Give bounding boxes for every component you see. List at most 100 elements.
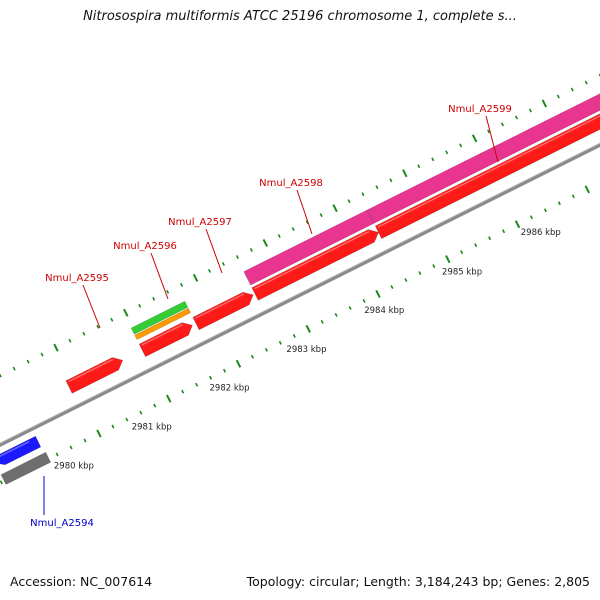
outer-tick	[192, 273, 199, 282]
inner-tick	[278, 340, 282, 345]
inner-tick	[223, 368, 227, 373]
scale-label: 2983 kbp	[286, 345, 326, 355]
inner-tick	[181, 389, 185, 394]
inner-tick	[320, 319, 324, 324]
outer-tick	[123, 308, 129, 317]
outer-tick	[332, 204, 338, 213]
gene-nmul-a2599-cds[interactable]	[374, 94, 600, 240]
gene-nmul-a2594-cds[interactable]	[0, 451, 52, 485]
backbone-line	[0, 143, 600, 447]
inner-tick	[69, 445, 73, 450]
gene-label-nmul-a2594[interactable]: Nmul_A2594	[30, 518, 94, 529]
accession-text: Accession: NC_007614	[10, 574, 153, 589]
label-leader	[82, 284, 101, 329]
inner-tick	[55, 452, 59, 457]
outer-tick	[262, 239, 268, 248]
inner-tick	[502, 229, 506, 234]
backbone	[0, 142, 600, 447]
outer-tick	[417, 164, 421, 169]
outer-tick	[402, 169, 408, 178]
gene-nmul-a2596-cds[interactable]	[138, 322, 193, 358]
inner-tick	[139, 410, 143, 415]
outer-tick	[26, 359, 30, 364]
gene-nmul-a2597-shine	[195, 293, 245, 319]
inner-tick	[153, 403, 157, 408]
outer-tick	[514, 115, 518, 120]
outer-tick	[487, 129, 491, 134]
gene-nmul-a2595-shine	[68, 358, 114, 383]
inner-tick	[529, 215, 534, 220]
label-leader	[485, 115, 499, 163]
gene-nmul-a2598-shine	[254, 230, 370, 290]
outer-tick	[471, 134, 478, 143]
gene-nmul-a2598[interactable]	[251, 229, 379, 301]
inner-tick	[96, 429, 102, 438]
outer-tick	[389, 178, 393, 183]
outer-tick	[584, 80, 588, 85]
label-leader	[150, 252, 169, 300]
outer-tick	[166, 289, 170, 294]
inner-tick	[390, 285, 394, 289]
outer-tick	[82, 331, 86, 336]
gene-nmul-a2597[interactable]	[192, 291, 254, 331]
scale-labels: 2980 kbp 2981 kbp 2982 kbp 2983 kbp 2984 kbp…	[54, 228, 561, 471]
outer-tick	[305, 220, 309, 225]
outer-tick	[96, 324, 100, 329]
outer-tick	[361, 192, 365, 197]
gene-nmul-a2599[interactable]	[366, 74, 600, 224]
outer-tick	[221, 261, 225, 266]
outer-tick	[528, 108, 532, 113]
inner-tick	[348, 305, 352, 310]
outer-tick	[12, 366, 16, 371]
inner-tick	[166, 394, 172, 403]
gene-nmul-a2596-cds-shine	[141, 323, 184, 346]
topology-summary: Topology: circular; Length: 3,184,243 bp…	[246, 574, 590, 589]
inner-tick	[209, 375, 213, 380]
gene-nmul-a2599-cds-shine	[377, 115, 600, 228]
label-leader	[205, 228, 223, 274]
outer-tick	[291, 227, 295, 232]
inner-tick	[460, 250, 464, 255]
gene-label-nmul-a2596[interactable]: Nmul_A2596	[113, 241, 177, 252]
inner-tick	[404, 278, 408, 283]
outer-tick	[541, 99, 548, 108]
gene-label-nmul-a2595[interactable]: Nmul_A2595	[45, 273, 109, 284]
gene-nmul-a2595[interactable]	[65, 357, 124, 394]
outer-tick	[53, 343, 59, 352]
scale-label: 2981 kbp	[132, 423, 172, 433]
gene-nmul-a2596-orange[interactable]	[134, 307, 192, 341]
gene-label-nmul-a2597[interactable]: Nmul_A2597	[168, 217, 232, 228]
gene-features[interactable]	[0, 74, 600, 485]
outer-tick	[277, 234, 281, 239]
inner-tick	[543, 208, 547, 213]
gene-nmul-a2594[interactable]	[0, 435, 42, 466]
inner-tick	[557, 201, 561, 206]
inner-tick	[418, 271, 422, 276]
gene-nmul-a2596[interactable]	[130, 300, 189, 335]
inner-tick	[250, 354, 254, 359]
outer-tick	[152, 296, 156, 301]
scale-label: 2984 kbp	[364, 306, 404, 316]
scale-label: 2980 kbp	[54, 461, 94, 471]
outer-tick	[110, 317, 114, 322]
gene-label-nmul-a2599[interactable]: Nmul_A2599	[448, 104, 512, 115]
inner-tick	[111, 424, 115, 429]
scale-label: 2982 kbp	[210, 384, 250, 394]
inner-tick	[445, 255, 451, 264]
scale-label: 2985 kbp	[442, 267, 482, 277]
outer-tick	[319, 213, 323, 218]
inner-tick	[292, 333, 296, 338]
inner-tick	[362, 299, 366, 303]
map-title: Nitrosospira multiformis ATCC 25196 chro…	[83, 9, 517, 24]
inner-tick	[584, 185, 590, 194]
outer-tick	[556, 94, 560, 99]
outer-tick	[0, 373, 2, 378]
outer-tick	[445, 150, 449, 155]
gene-label-nmul-a2598[interactable]: Nmul_A2598	[259, 178, 323, 189]
inner-tick	[571, 194, 575, 199]
inner-tick	[0, 480, 3, 485]
inner-tick	[334, 312, 338, 317]
inner-tick	[514, 220, 521, 229]
outer-tick	[138, 303, 142, 308]
